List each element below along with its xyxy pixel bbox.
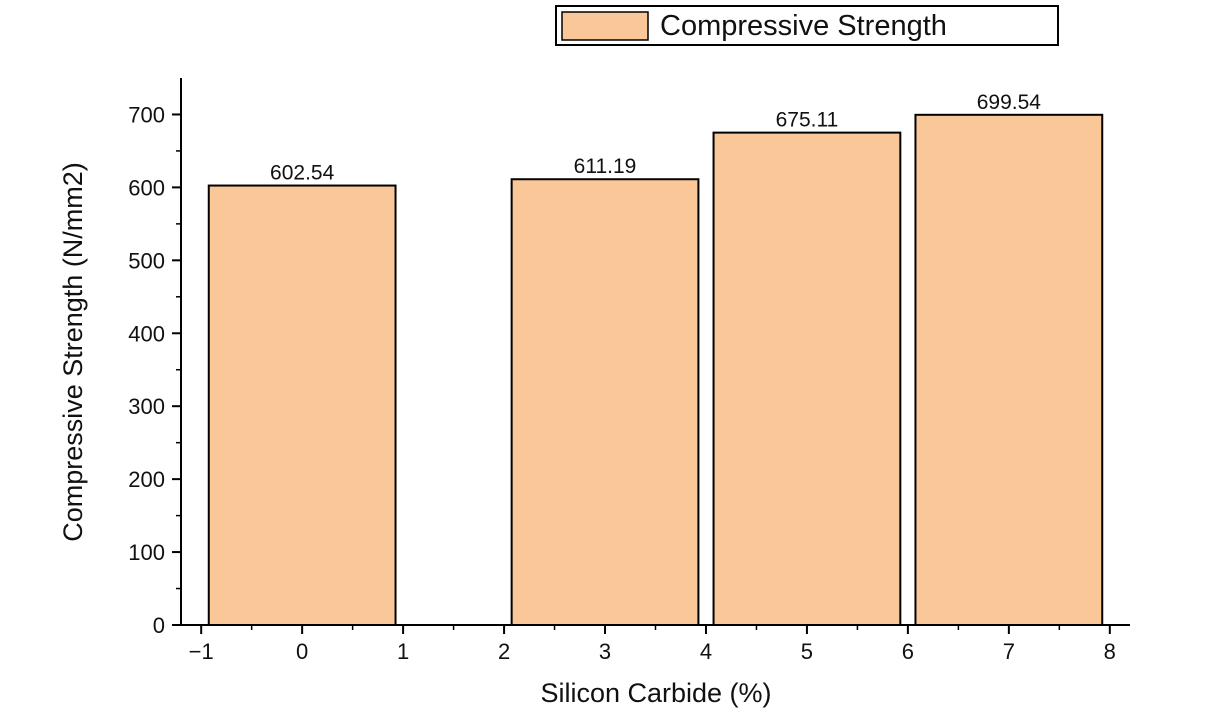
y-tick-label: 300 [128, 394, 165, 419]
x-tick-label: 7 [1003, 639, 1015, 664]
x-tick-label: 0 [296, 639, 308, 664]
x-axis-title: Silicon Carbide (%) [540, 678, 771, 708]
data-label: 602.54 [270, 162, 335, 185]
y-tick-label: 0 [153, 613, 165, 638]
data-label: 699.54 [977, 91, 1042, 114]
y-tick-label: 500 [128, 248, 165, 273]
data-label: 675.11 [776, 109, 839, 132]
x-tick-label: 6 [902, 639, 914, 664]
x-tick-label: 4 [700, 639, 712, 664]
legend-label: Compressive Strength [660, 10, 947, 42]
x-tick-label: 3 [599, 639, 611, 664]
x-tick-label: 1 [397, 639, 409, 664]
legend-swatch [561, 11, 649, 41]
x-tick-label: 5 [801, 639, 813, 664]
bar [510, 178, 700, 626]
y-tick-label: 700 [128, 102, 165, 127]
legend: Compressive Strength [555, 5, 1059, 46]
y-tick-label: 400 [128, 321, 165, 346]
bar [712, 131, 902, 626]
x-tick-label: −1 [189, 639, 214, 664]
y-tick-label: 600 [128, 175, 165, 200]
x-tick-label: 8 [1104, 639, 1116, 664]
bar [207, 184, 397, 627]
plot-area: 602.54 611.19 675.11 699.54 0 100 200 300 400 500… [128, 78, 1130, 664]
y-axis-title: Compressive Strength (N/mm2) [58, 162, 88, 542]
data-label: 611.19 [574, 155, 637, 178]
x-tick-label: 2 [498, 639, 510, 664]
bar [914, 113, 1104, 627]
y-tick-label: 100 [128, 540, 165, 565]
y-tick-label: 200 [128, 467, 165, 492]
